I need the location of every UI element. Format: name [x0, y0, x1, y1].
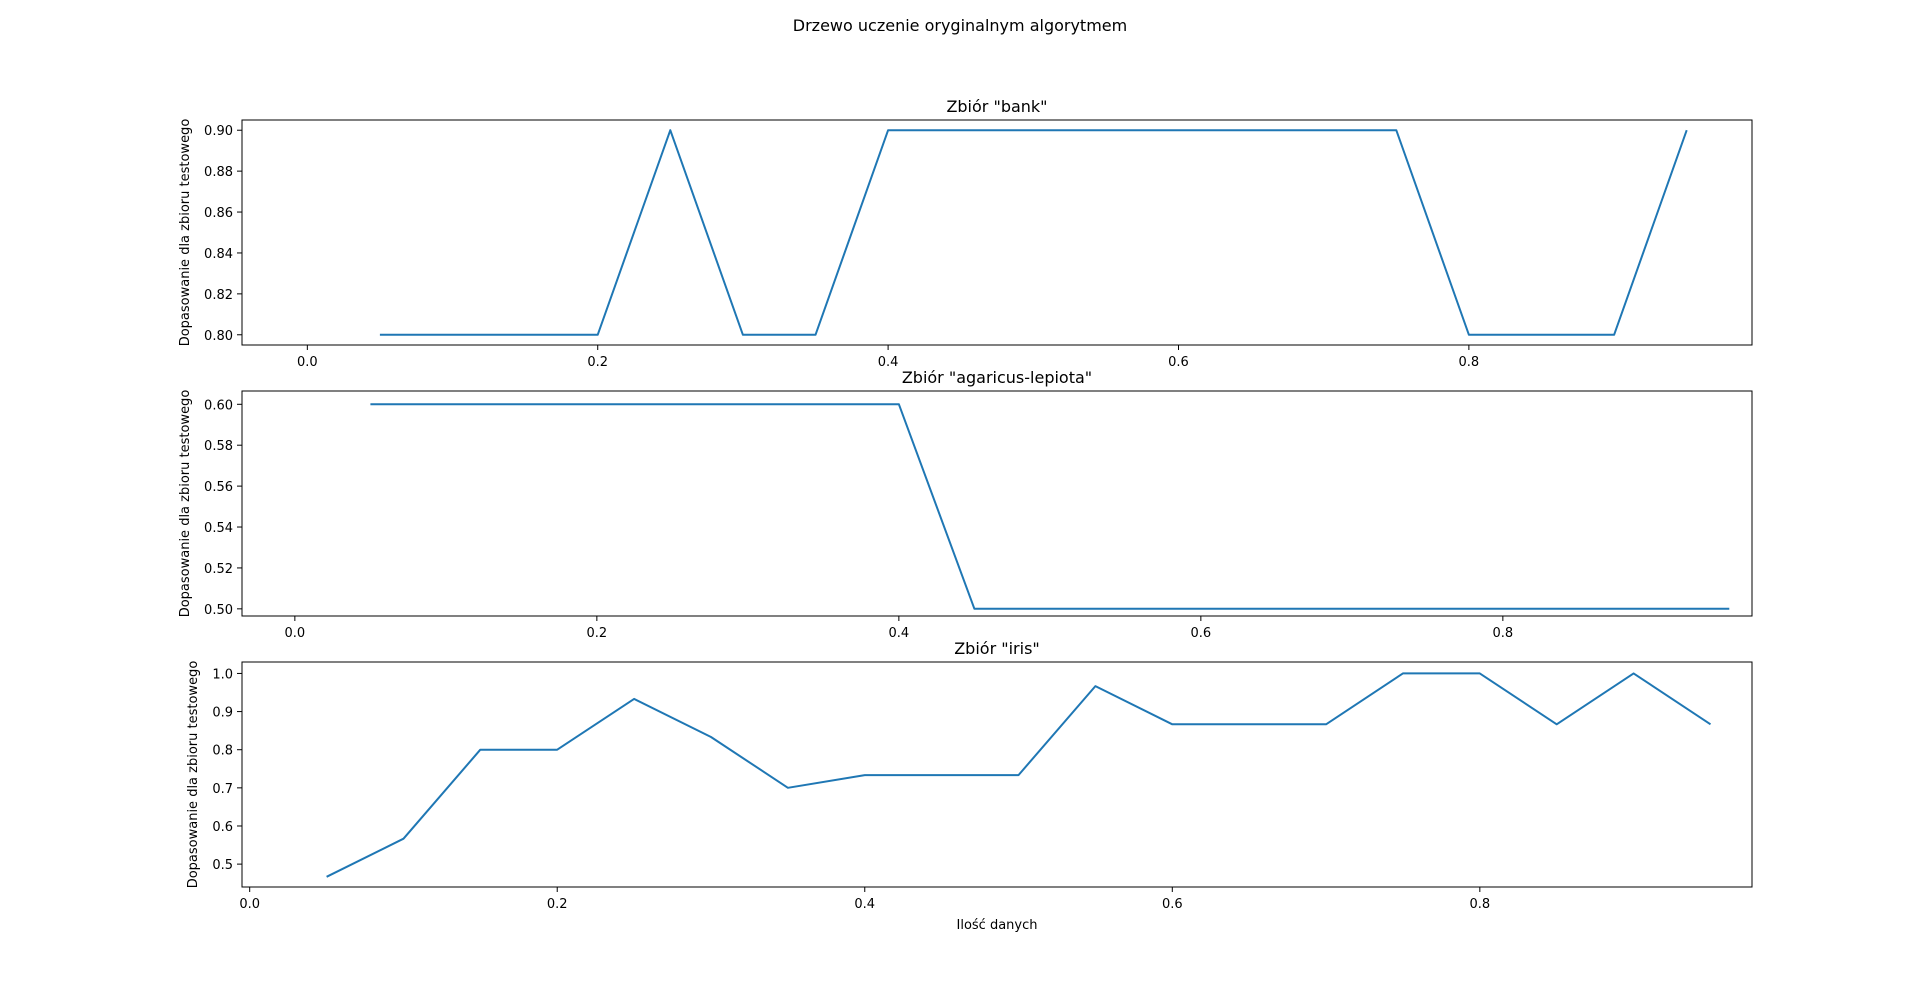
x-tick-label: 0.8 — [1459, 355, 1480, 370]
axes-frame — [241, 119, 1753, 346]
series-line-1 — [370, 403, 1730, 610]
y-tick-label: 0.6 — [212, 820, 233, 835]
x-tick-label: 0.8 — [1493, 626, 1514, 641]
y-tick-label: 0.84 — [204, 247, 233, 262]
x-tick-label: 0.2 — [547, 897, 568, 912]
series-line-1 — [379, 129, 1688, 336]
axes-frame — [241, 390, 1753, 617]
x-tick-label: 0.0 — [297, 355, 318, 370]
y-axis-label: Dopasowanie dla zbioru testowego — [186, 661, 201, 889]
y-tick-label: 0.52 — [204, 562, 233, 577]
y-tick-label: 0.5 — [212, 858, 233, 873]
x-axis-label: Ilość danych — [957, 918, 1038, 933]
y-axis-label: Dopasowanie dla zbioru testowego — [178, 390, 193, 618]
y-tick-label: 0.50 — [204, 603, 233, 618]
subplots: 0.0 0.2 0.4 0.6 0.8 0.80 0.82 0.84 0.86 0.88 0.90 Z… — [178, 97, 1753, 933]
y-tick-label: 0.86 — [204, 206, 233, 221]
subplot-2: 0.0 0.2 0.4 0.6 0.8 0.50 0.52 0.54 0.56 0.58 0.60 Z… — [178, 368, 1753, 641]
y-axis-label: Dopasowanie dla zbioru testowego — [178, 119, 193, 347]
subplot-title: Zbiór "bank" — [946, 97, 1047, 116]
x-tick-label: 0.4 — [854, 897, 875, 912]
y-tick-label: 1.0 — [212, 667, 233, 682]
y-tick-label: 0.8 — [212, 744, 233, 759]
x-tick-label: 0.2 — [587, 355, 608, 370]
x-tick-label: 0.2 — [587, 626, 608, 641]
y-tick-label: 0.56 — [204, 480, 233, 495]
x-tick-label: 0.6 — [1191, 626, 1212, 641]
series-line-1 — [326, 672, 1712, 878]
figure-title: Drzewo uczenie oryginalnym algorytmem — [793, 16, 1127, 35]
y-tick-label: 0.82 — [204, 288, 233, 303]
y-tick-label: 0.7 — [212, 782, 233, 797]
subplot-title: Zbiór "agaricus-lepiota" — [902, 368, 1092, 387]
y-tick-label: 0.88 — [204, 165, 233, 180]
y-tick-label: 0.90 — [204, 124, 233, 139]
y-tick-label: 0.80 — [204, 329, 233, 344]
y-tick-label: 0.60 — [204, 398, 233, 413]
y-tick-label: 0.58 — [204, 439, 233, 454]
x-tick-label: 0.0 — [239, 897, 260, 912]
axes-frame — [241, 661, 1753, 888]
x-tick-label: 0.0 — [285, 626, 306, 641]
x-tick-label: 0.8 — [1469, 897, 1490, 912]
x-tick-label: 0.4 — [878, 355, 899, 370]
x-tick-label: 0.6 — [1162, 897, 1183, 912]
x-tick-label: 0.6 — [1168, 355, 1189, 370]
y-tick-label: 0.9 — [212, 706, 233, 721]
subplot-1: 0.0 0.2 0.4 0.6 0.8 0.80 0.82 0.84 0.86 0.88 0.90 Z… — [178, 97, 1753, 370]
subplot-3: 0.0 0.2 0.4 0.6 0.8 0.5 0.6 0.7 0.8 0.9 1.0 Zbiór "… — [186, 639, 1753, 933]
subplot-title: Zbiór "iris" — [954, 639, 1040, 658]
y-tick-label: 0.54 — [204, 521, 233, 536]
x-tick-label: 0.4 — [889, 626, 910, 641]
